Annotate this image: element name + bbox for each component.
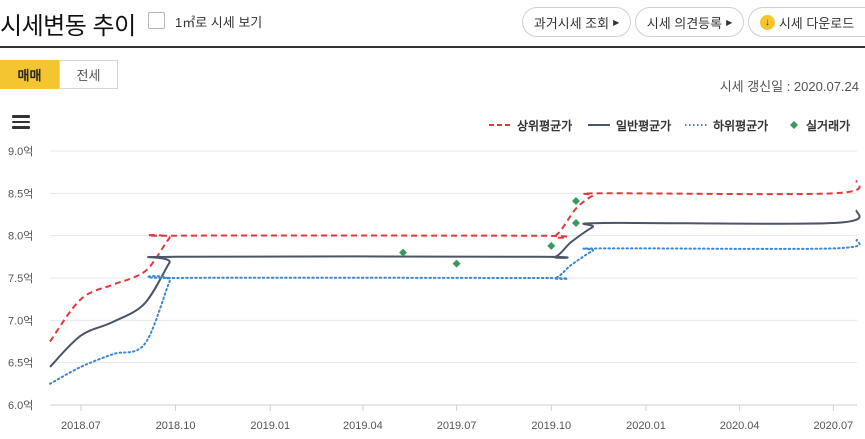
actual-trade-point <box>399 248 408 257</box>
legend-actual-trade-label: 실거래가 <box>806 118 851 133</box>
y-tick-label: 6.0억 <box>8 399 33 412</box>
x-tick-label: 2018.07 <box>61 420 101 432</box>
page-title: 시세변동 추이 <box>0 13 136 40</box>
price-download-label: 시세 다운로드 <box>778 15 855 31</box>
price-opinion-button[interactable]: 시세 의견등록 ▶ <box>635 7 744 37</box>
legend-lower-average[interactable]: 하위평균가 <box>685 117 768 133</box>
actual-trade-point <box>571 218 580 227</box>
price-update-date: 시세 갱신일 : 2020.07.24 <box>719 79 859 94</box>
x-tick-label: 2020.07 <box>813 420 853 432</box>
legend-lower-average-label: 하위평균가 <box>713 118 769 133</box>
x-tick-label: 2020.04 <box>720 420 760 432</box>
actual-trade-point <box>452 259 461 268</box>
caret-right-icon: ▶ <box>726 17 733 27</box>
price-download-button[interactable]: ↓ 시세 다운로드 <box>748 7 865 37</box>
y-tick-label: 9.0억 <box>8 145 33 158</box>
caret-right-icon: ▶ <box>613 17 620 27</box>
legend-upper-average[interactable]: 상위평균가 <box>489 117 572 133</box>
actual-trade-point <box>547 241 556 250</box>
dashed-line-icon <box>489 124 511 126</box>
legend-actual-trade[interactable]: 실거래가 <box>788 117 850 133</box>
solid-line-icon <box>588 124 610 126</box>
y-tick-label: 8.5억 <box>8 187 33 200</box>
normal-average-line <box>49 209 861 368</box>
x-tick-label: 2019.04 <box>343 420 383 432</box>
x-tick-label: 2018.10 <box>156 420 196 432</box>
legend-upper-average-label: 상위평균가 <box>517 118 573 133</box>
legend-normal-average-label: 일반평균가 <box>616 118 672 133</box>
y-tick-label: 6.5억 <box>8 357 33 370</box>
price-trend-chart: 9.0억 8.5억 8.0억 7.5억 7.0억 6.5억 6.0억 2018.07 2018.… <box>8 145 861 432</box>
lower-average-line <box>49 238 861 385</box>
x-tick-label: 2019.01 <box>250 420 290 432</box>
y-tick-label: 7.0억 <box>8 314 33 327</box>
past-price-label: 과거시세 조회 <box>533 15 610 31</box>
tab-jeonse[interactable]: 전세 <box>59 60 118 89</box>
chart-menu-icon[interactable] <box>12 115 30 129</box>
diamond-icon <box>790 121 798 129</box>
past-price-button[interactable]: 과거시세 조회 ▶ <box>522 7 631 37</box>
tab-sale[interactable]: 매매 <box>0 60 59 89</box>
download-icon: ↓ <box>759 14 775 30</box>
y-tick-label: 7.5억 <box>8 272 33 285</box>
upper-average-line <box>49 179 861 343</box>
x-tick-label: 2020.01 <box>626 420 666 432</box>
chart-header: 시세변동 추이 1㎡로 시세 보기 과거시세 조회 ▶ 시세 의견등록 ▶ ↓ … <box>0 0 865 48</box>
actual-trade-point <box>571 196 580 205</box>
price-opinion-label: 시세 의견등록 <box>646 15 723 31</box>
legend-normal-average[interactable]: 일반평균가 <box>588 117 671 133</box>
y-tick-label: 8.0억 <box>8 230 33 243</box>
x-tick-label: 2019.10 <box>531 420 571 432</box>
dotted-line-icon <box>685 124 707 126</box>
per-sqm-checkbox-label[interactable]: 1㎡로 시세 보기 <box>175 15 263 30</box>
per-sqm-checkbox[interactable] <box>148 12 165 29</box>
x-tick-label: 2019.07 <box>437 420 477 432</box>
